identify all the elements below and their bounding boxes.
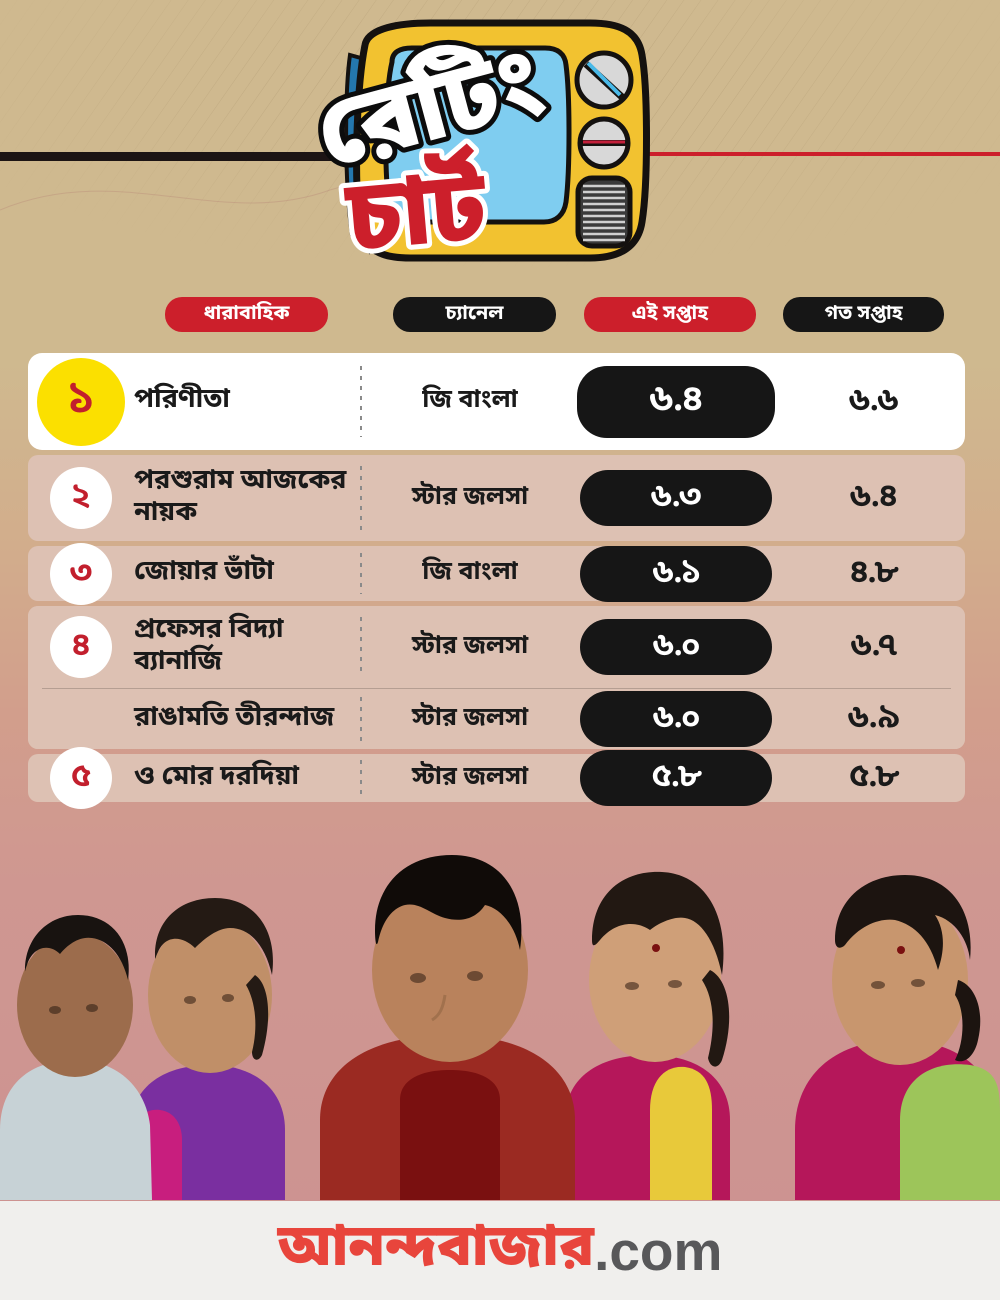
svg-text:চার্ট: চার্ট [341,142,494,290]
